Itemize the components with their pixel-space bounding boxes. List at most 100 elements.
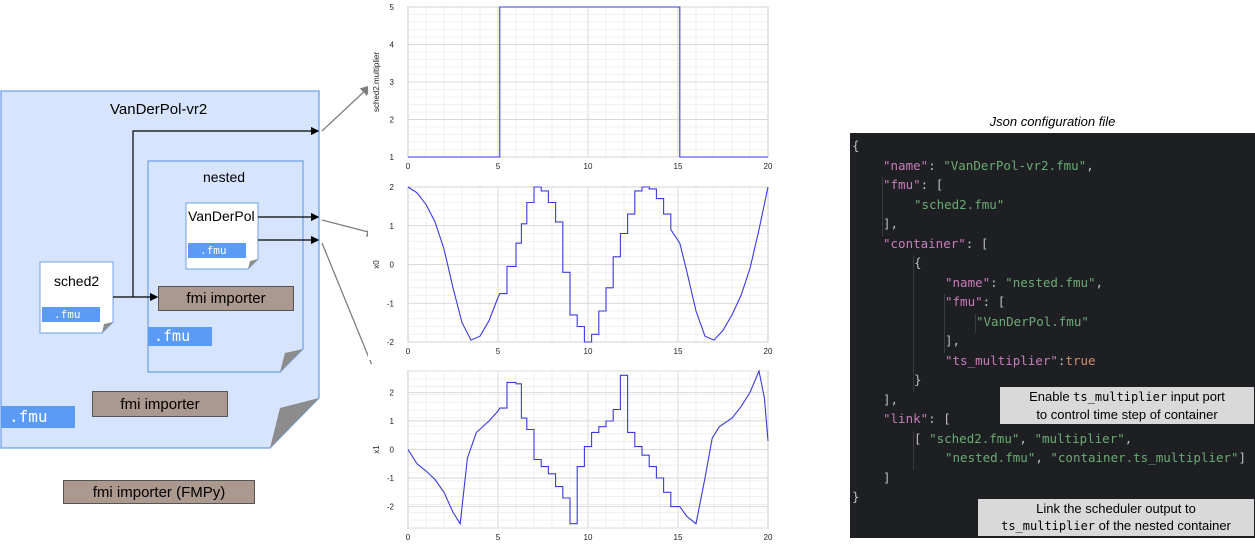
callout-ts-line1-code: ts_multiplier bbox=[1073, 390, 1168, 404]
sched2-fmu-tag: .fmu bbox=[42, 307, 100, 322]
json-line: ] bbox=[883, 470, 891, 485]
indent-guide bbox=[913, 255, 914, 392]
json-token: [ bbox=[914, 430, 930, 446]
json-panel-title: Json configuration file bbox=[989, 114, 1116, 129]
json-token: "nested.fmu" bbox=[1005, 274, 1096, 290]
json-line: "ts_multiplier":true bbox=[945, 353, 1096, 368]
json-token: "name" bbox=[945, 274, 991, 290]
indent-guide bbox=[882, 177, 883, 236]
outer-importer-box: fmi importer bbox=[92, 391, 228, 417]
json-token: "VanDerPol.fmu" bbox=[976, 313, 1089, 329]
y-tick-label: 1 bbox=[390, 153, 395, 162]
y-tick-label: -1 bbox=[387, 474, 395, 483]
json-token: "container" bbox=[883, 235, 966, 251]
json-line: "nested.fmu", "container.ts_multiplier"] bbox=[945, 450, 1246, 465]
y-axis-label: sched2.multiplier bbox=[372, 52, 381, 112]
json-token: "container.ts_multiplier" bbox=[1050, 450, 1239, 465]
json-token: : [ bbox=[928, 411, 951, 426]
nested-fmu-name: nested bbox=[203, 169, 246, 185]
outer-fmu-tag: .fmu bbox=[1, 406, 75, 428]
x-tick-label: 20 bbox=[764, 533, 773, 542]
json-token: ], bbox=[883, 391, 899, 407]
y-tick-label: 4 bbox=[390, 41, 395, 50]
callout-link-line1: Link the scheduler output to bbox=[1036, 501, 1196, 516]
y-tick-label: 0 bbox=[390, 446, 395, 455]
y-tick-label: 1 bbox=[390, 222, 395, 231]
series-line bbox=[407, 369, 769, 526]
json-token: , bbox=[1035, 450, 1051, 465]
json-token: { bbox=[852, 138, 860, 153]
json-token: "VanDerPol-vr2.fmu" bbox=[943, 157, 1087, 173]
callout-ts-line1-pre: Enable bbox=[1029, 389, 1074, 404]
json-line: "fmu": [ bbox=[945, 294, 1005, 309]
json-line: { bbox=[914, 255, 922, 270]
json-token: } bbox=[914, 372, 922, 387]
json-token: ] bbox=[1238, 450, 1247, 465]
json-token: : bbox=[928, 157, 944, 173]
json-token: "nested.fmu" bbox=[945, 450, 1036, 465]
json-line: "name": "VanDerPol-vr2.fmu", bbox=[883, 158, 1094, 173]
vdp-fmu-name: VanDerPol bbox=[188, 208, 255, 224]
outer-fmu-name: VanDerPol-vr2 bbox=[110, 101, 208, 118]
json-token: "multiplier" bbox=[1034, 430, 1125, 446]
indent-guide bbox=[913, 430, 914, 470]
y-tick-label: -2 bbox=[387, 503, 395, 512]
x-tick-label: 5 bbox=[496, 347, 501, 356]
vdp-fmu-fold bbox=[248, 259, 258, 269]
vdp-fmu-tag: .fmu bbox=[188, 243, 246, 258]
json-config-panel: {"name": "VanDerPol-vr2.fmu", "fmu": ["sc… bbox=[850, 133, 1255, 538]
json-token: , bbox=[1019, 430, 1035, 446]
json-token: "fmu" bbox=[945, 294, 983, 309]
json-token: "sched2.fmu" bbox=[914, 196, 1005, 212]
arrow-to-multiplier-plot bbox=[321, 85, 371, 132]
json-line: "container": [ bbox=[883, 236, 988, 251]
x-tick-label: 10 bbox=[584, 162, 593, 171]
json-token: "ts_multiplier" bbox=[945, 352, 1058, 368]
json-token: : bbox=[1057, 352, 1066, 368]
y-tick-label: -2 bbox=[387, 338, 395, 347]
json-token: "sched2.fmu" bbox=[929, 430, 1020, 446]
callout-ts-multiplier: Enable ts_multiplier input port to contr… bbox=[1000, 387, 1254, 424]
nested-fmu-tag: .fmu bbox=[148, 327, 212, 346]
arrow-to-x0-plot bbox=[321, 219, 378, 237]
json-line: ], bbox=[883, 216, 898, 231]
indent-guide bbox=[944, 294, 945, 353]
y-tick-label: 2 bbox=[390, 183, 395, 192]
y-tick-label: 2 bbox=[390, 388, 395, 397]
json-line: [ "sched2.fmu", "multiplier", bbox=[914, 431, 1132, 446]
json-token: , bbox=[1124, 430, 1133, 446]
json-line: "name": "nested.fmu", bbox=[945, 275, 1103, 290]
json-line: } bbox=[914, 372, 922, 387]
x-tick-label: 0 bbox=[406, 347, 411, 356]
y-tick-label: 0 bbox=[390, 261, 395, 270]
json-token: } bbox=[852, 489, 860, 504]
json-token: true bbox=[1065, 352, 1096, 368]
sched2-fmu-fold bbox=[102, 322, 113, 333]
x-tick-label: 5 bbox=[496, 533, 501, 542]
x-tick-label: 5 bbox=[496, 162, 501, 171]
json-line: ], bbox=[945, 333, 960, 348]
x-tick-label: 20 bbox=[764, 162, 773, 171]
x-tick-label: 15 bbox=[674, 533, 683, 542]
json-token: : bbox=[990, 274, 1006, 290]
y-tick-label: 3 bbox=[390, 78, 395, 87]
y-tick-label: -1 bbox=[387, 299, 395, 308]
y-tick-label: 1 bbox=[390, 417, 395, 426]
json-token: : [ bbox=[982, 294, 1006, 309]
sched2-fmu-name: sched2 bbox=[54, 273, 100, 289]
sched2-to-outer-output bbox=[132, 126, 320, 297]
json-token: { bbox=[914, 255, 922, 270]
json-token: "name" bbox=[883, 157, 929, 173]
json-line: "link": [ bbox=[883, 411, 951, 426]
json-line: "VanDerPol.fmu" bbox=[976, 314, 1089, 329]
json-token: ], bbox=[945, 333, 961, 348]
json-line: "fmu": [ bbox=[883, 177, 943, 192]
json-line: } bbox=[852, 489, 860, 504]
x-tick-label: 0 bbox=[406, 533, 411, 542]
callout-link-line2-post: of the nested container bbox=[1095, 518, 1231, 533]
callout-ts-line2: to control time step of container bbox=[1036, 407, 1218, 422]
x-tick-label: 10 bbox=[584, 347, 593, 356]
json-line: ], bbox=[883, 392, 898, 407]
